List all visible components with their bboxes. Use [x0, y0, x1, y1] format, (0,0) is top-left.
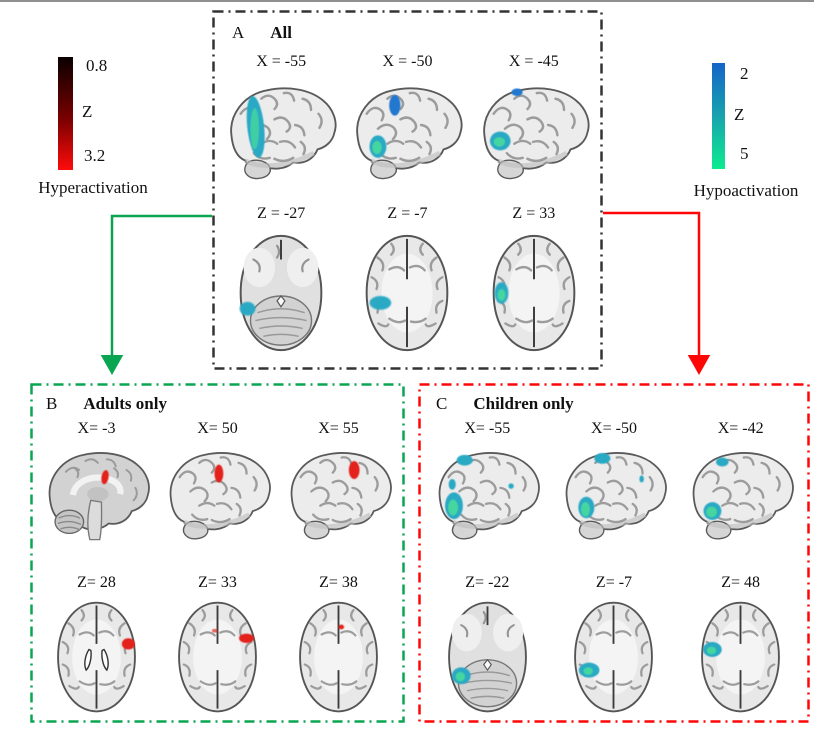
activation-blob — [494, 282, 509, 304]
activation-blob — [451, 667, 471, 685]
slice-label: X= -3 — [77, 420, 116, 437]
panel-all-sagittal-row — [218, 80, 597, 185]
slice-label: Z = -27 — [257, 205, 306, 222]
activation-blob — [121, 638, 135, 650]
brain-axial-image — [298, 601, 379, 713]
brain-sagittal-image — [556, 445, 672, 545]
panel-adults-border — [30, 383, 405, 723]
slice-label: X = -50 — [382, 53, 433, 70]
brain-axial-image — [239, 234, 323, 352]
slice-label: Z = -7 — [387, 205, 428, 222]
panel-children-border — [418, 383, 810, 723]
green-arrow-all-to-adults — [100, 214, 212, 375]
hyperactivation-axis-label: Z — [82, 102, 93, 121]
activation-blob — [213, 464, 223, 483]
activation-blob — [703, 457, 729, 520]
hyperactivation-min-value: 0.8 — [86, 56, 108, 75]
activation-blob — [338, 624, 345, 630]
slice-label: Z= 28 — [77, 574, 116, 591]
panel-title: All — [270, 23, 293, 42]
panel-children-only: C Children only X= -55 X= -50 X= -42 — [418, 383, 810, 723]
panel-children-axial-labels: Z= -22 Z= -7 Z= 48 — [424, 575, 804, 591]
brain-axial-image — [365, 234, 450, 352]
activation-blob — [369, 95, 401, 158]
brain-sagittal-image — [683, 445, 799, 545]
brain-sagittal-image — [281, 445, 397, 545]
brain-axial-image — [574, 601, 654, 713]
hypoactivation-caption: Hypoactivation — [693, 181, 799, 200]
brain-sagittal-image — [429, 445, 545, 545]
hyperactivation-gradient-bar — [58, 57, 73, 170]
panel-adults-axial-labels: Z= 28 Z= 33 Z= 38 — [36, 575, 399, 591]
panel-title: Adults only — [83, 394, 167, 413]
activation-blob — [489, 88, 523, 151]
activation-blob — [211, 628, 255, 643]
brain-axial-image — [177, 601, 258, 713]
panel-children-axial-row — [424, 597, 804, 717]
activation-blob — [579, 662, 600, 678]
hypoactivation-min-value: 2 — [740, 64, 749, 83]
hypoactivation-axis-label: Z — [734, 105, 745, 124]
panel-children-heading: C Children only — [436, 395, 574, 412]
panel-all-sagittal-labels: X = -55 X = -50 X = -45 — [218, 54, 597, 70]
panel-letter: C — [436, 394, 448, 413]
brain-sagittal-image — [473, 80, 595, 185]
hypoactivation-gradient-bar — [712, 63, 725, 169]
activation-blob — [100, 470, 109, 485]
brain-sagittal-image — [346, 80, 468, 185]
panel-all-border — [212, 10, 603, 370]
brain-sagittal-image — [160, 445, 276, 545]
brain-sagittal-image — [220, 80, 342, 185]
slice-label: X = -45 — [508, 53, 559, 70]
brain-axial-image — [701, 601, 781, 713]
ventricle-shape — [84, 648, 92, 672]
hypoactivation-colorbar: 2 Z 5 Hypoactivation — [676, 60, 814, 210]
red-arrow-all-to-children — [603, 211, 711, 375]
panel-letter: B — [46, 394, 58, 413]
activation-blob — [445, 454, 515, 520]
panel-adults-sagittal-labels: X= -3 X= 50 X= 55 — [36, 421, 399, 437]
slice-label: X= -50 — [591, 420, 637, 437]
slice-label: X= -42 — [717, 420, 764, 437]
panel-all: A All X = -55 X = -50 X = -45 — [212, 10, 603, 370]
activation-blob — [348, 461, 360, 479]
panel-adults-axial-row — [36, 597, 399, 717]
hypoactivation-max-value: 5 — [740, 144, 749, 163]
slice-label: Z= -22 — [465, 574, 510, 591]
hyperactivation-caption: Hyperactivation — [38, 178, 148, 197]
brain-axial-image — [447, 601, 527, 713]
activation-blob — [239, 301, 256, 316]
slice-label: Z= -7 — [595, 574, 633, 591]
panel-children-sagittal-row — [424, 445, 804, 545]
brain-axial-image — [56, 601, 137, 713]
slice-label: X= -55 — [464, 420, 511, 437]
panel-adults-heading: B Adults only — [46, 395, 167, 412]
hyperactivation-max-value: 3.2 — [84, 146, 106, 165]
slice-label: X= 55 — [318, 420, 359, 437]
slice-label: Z= 38 — [319, 574, 358, 591]
hyperactivation-colorbar: 0.8 Z 3.2 Hyperactivation — [22, 55, 164, 205]
panel-all-axial-labels: Z = -27 Z = -7 Z = 33 — [218, 206, 597, 222]
brain-axial-image — [492, 234, 576, 352]
activation-blob — [246, 96, 265, 158]
slice-label: Z= 33 — [198, 574, 237, 591]
panel-letter: A — [232, 23, 245, 42]
slice-label: Z= 48 — [721, 574, 761, 591]
panel-all-heading: A All — [232, 24, 292, 41]
panel-adults-only: B Adults only X= -3 X= 50 X= 55 — [30, 383, 405, 723]
panel-children-sagittal-labels: X= -55 X= -50 X= -42 — [424, 421, 804, 437]
activation-blob — [370, 295, 392, 310]
panel-title: Children only — [473, 394, 574, 413]
slice-label: Z = 33 — [512, 205, 556, 222]
ventricle-shape — [101, 648, 109, 672]
slice-label: X = -55 — [256, 53, 307, 70]
page-top-rule — [0, 0, 814, 2]
activation-blob — [703, 642, 722, 657]
panel-all-axial-row — [218, 230, 597, 356]
panel-adults-sagittal-row — [36, 445, 399, 545]
brain-midsagittal-image — [39, 445, 155, 545]
slice-label: X= 50 — [197, 420, 238, 437]
activation-blob — [578, 453, 644, 519]
